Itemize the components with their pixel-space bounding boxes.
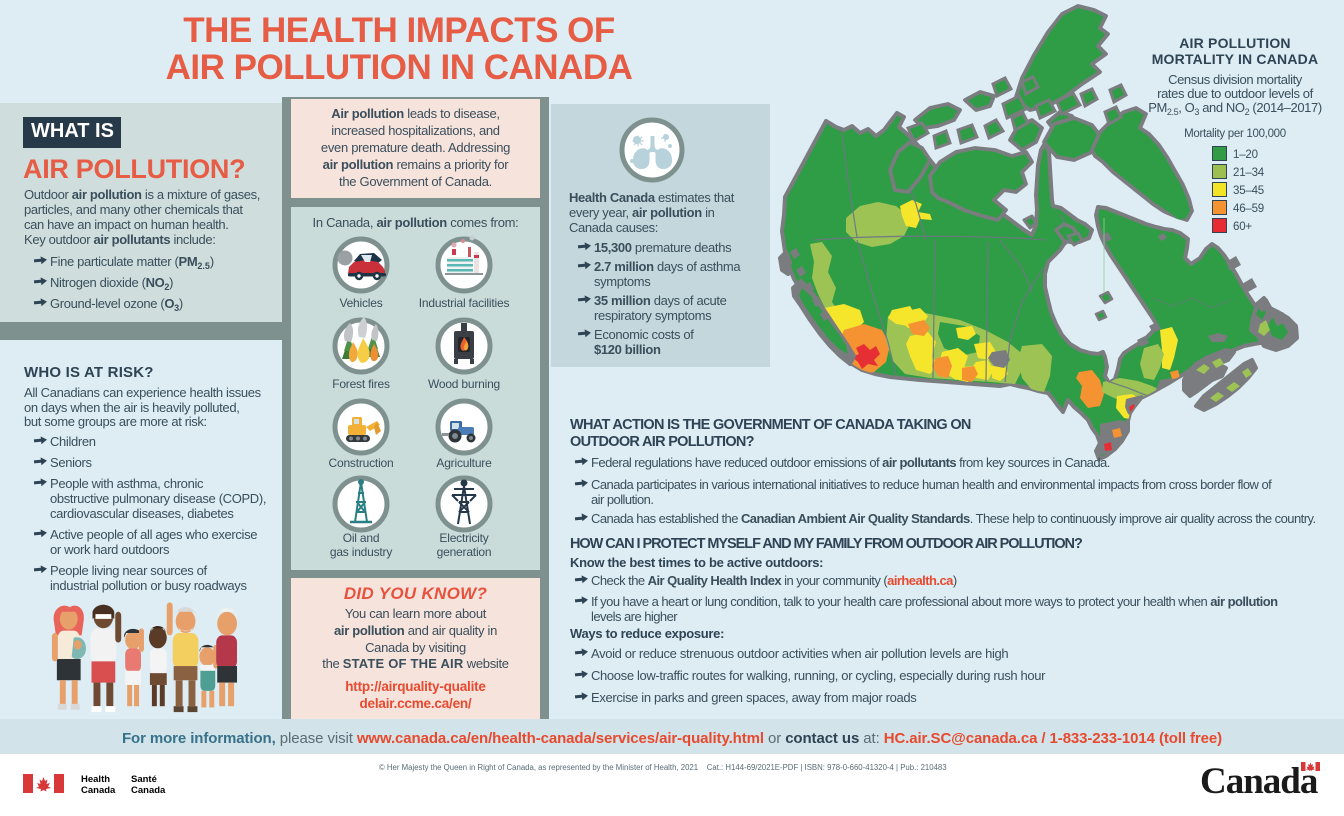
svg-text:Canada: Canada [131,785,166,796]
svg-text:Canada: Canada [1200,761,1318,800]
svg-text:Agriculture: Agriculture [436,456,492,470]
svg-text:Wood burning: Wood burning [428,377,500,391]
svg-text:Canada: Canada [81,785,116,796]
svg-text:Electricity: Electricity [439,531,488,545]
svg-text:Vehicles: Vehicles [339,296,382,310]
svg-text:Forest fires: Forest fires [332,377,390,391]
svg-text:Construction: Construction [329,456,394,470]
svg-text:Health: Health [81,774,110,785]
svg-text:generation: generation [437,545,492,559]
svg-text:Industrial facilities: Industrial facilities [419,296,510,310]
svg-text:Santé: Santé [131,774,157,785]
svg-text:Oil and: Oil and [343,531,380,545]
svg-text:gas industry: gas industry [330,545,392,559]
